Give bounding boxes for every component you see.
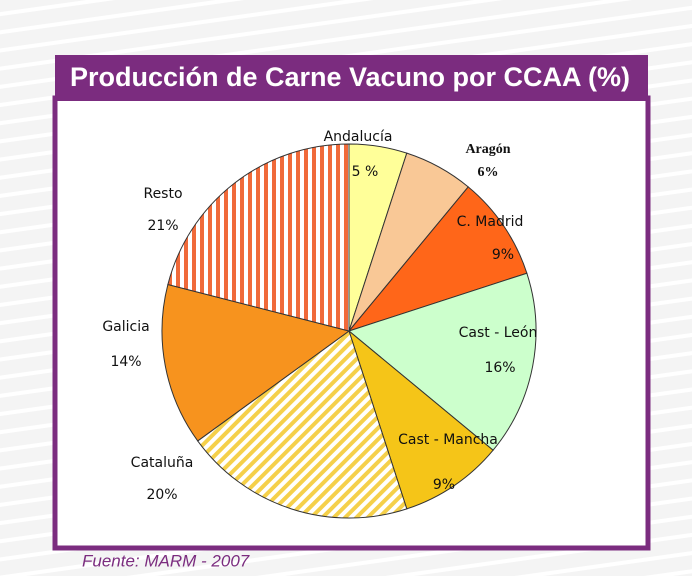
value-label: 16% <box>484 360 515 376</box>
pie-slice <box>347 272 537 451</box>
pie-slice <box>161 283 351 442</box>
pie-slice <box>347 329 494 510</box>
value-label: 9% <box>492 247 514 263</box>
slice-label: Cast - León <box>459 325 538 341</box>
value-label: 20% <box>146 487 177 503</box>
value-label: 5 % <box>352 164 379 180</box>
value-label: 21% <box>147 218 178 234</box>
value-label: 6% <box>478 165 499 180</box>
slice-label: C. Madrid <box>457 214 524 230</box>
slice-label: Galicia <box>102 319 149 335</box>
pie-slice <box>167 143 350 332</box>
source: Fuente: MARM - 2007 <box>82 551 250 570</box>
slice-label: Resto <box>143 186 182 202</box>
slice-label: Andalucía <box>324 129 393 145</box>
value-label: 14% <box>110 354 141 370</box>
title-bar <box>55 55 648 101</box>
value-label: 9% <box>433 477 455 493</box>
chart-title: Producción de Carne Vacuno por CCAA (%) <box>70 62 630 92</box>
pie-slice <box>197 330 408 519</box>
slice-label: Cast - Mancha <box>398 432 498 448</box>
pie-slice <box>347 186 528 333</box>
slice-label: Cataluña <box>131 455 194 471</box>
slice-label: Aragón <box>465 142 510 157</box>
